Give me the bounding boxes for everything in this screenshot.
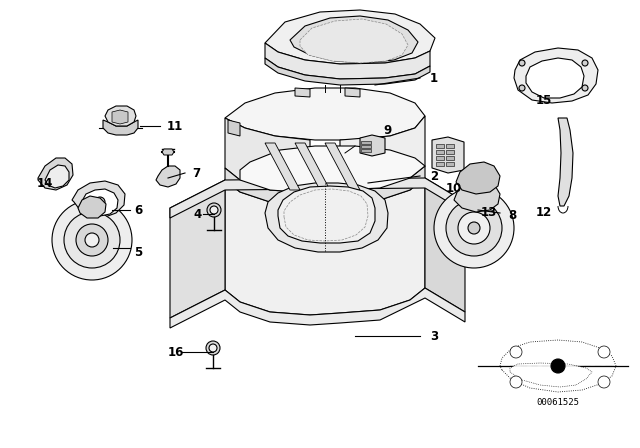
Polygon shape [225,166,425,205]
Text: 00061525: 00061525 [536,397,579,406]
Circle shape [519,85,525,91]
Polygon shape [284,189,368,241]
Circle shape [582,60,588,66]
Polygon shape [112,110,128,124]
Polygon shape [456,162,500,194]
Bar [361,145,371,148]
Circle shape [209,344,217,352]
Bar [436,156,444,160]
Polygon shape [240,146,425,193]
Polygon shape [558,118,573,206]
Text: 6: 6 [134,203,142,216]
Text: 10: 10 [446,181,462,194]
Circle shape [64,212,120,268]
Text: 9: 9 [383,124,391,137]
Polygon shape [265,58,430,85]
Polygon shape [510,363,592,387]
Polygon shape [225,178,425,315]
Polygon shape [225,118,310,193]
Circle shape [510,376,522,388]
Polygon shape [78,196,106,218]
Text: 3: 3 [430,329,438,343]
Polygon shape [103,120,138,135]
Polygon shape [45,165,69,188]
Polygon shape [526,58,584,98]
Polygon shape [300,19,408,63]
Polygon shape [228,120,240,136]
Polygon shape [265,143,300,190]
Polygon shape [340,116,425,190]
Polygon shape [325,143,360,190]
Circle shape [551,359,565,373]
Text: 5: 5 [134,246,142,258]
Polygon shape [500,340,616,392]
Text: 8: 8 [508,208,516,221]
Polygon shape [265,183,388,252]
Circle shape [207,203,221,217]
Text: 13: 13 [481,206,497,219]
Bar [436,162,444,166]
Polygon shape [105,106,136,126]
Circle shape [434,188,514,268]
Polygon shape [432,137,464,173]
Bar [446,156,454,160]
Circle shape [95,197,105,207]
Circle shape [76,224,108,256]
Bar [436,150,444,154]
Text: 2: 2 [430,169,438,182]
Circle shape [446,200,502,256]
Polygon shape [225,88,425,140]
Text: 15: 15 [536,94,552,107]
Polygon shape [514,48,598,103]
Text: 11: 11 [167,120,183,133]
Polygon shape [295,143,330,190]
Circle shape [85,233,99,247]
Polygon shape [265,10,435,64]
Polygon shape [295,88,310,97]
Polygon shape [156,166,180,187]
Polygon shape [170,288,465,328]
Circle shape [598,346,610,358]
Circle shape [468,222,480,234]
Bar [361,141,371,144]
Polygon shape [162,149,174,155]
Bar [361,149,371,152]
Text: 16: 16 [168,345,184,358]
Polygon shape [278,186,375,243]
Polygon shape [170,180,225,318]
Bar [436,144,444,148]
Circle shape [598,376,610,388]
Polygon shape [170,178,465,218]
Circle shape [519,60,525,66]
Circle shape [206,341,220,355]
Circle shape [210,206,218,214]
Polygon shape [290,16,418,63]
Polygon shape [454,180,500,212]
Bar [446,144,454,148]
Polygon shape [38,158,73,190]
Bar [446,162,454,166]
Text: 12: 12 [536,206,552,219]
Text: 14: 14 [37,177,53,190]
Circle shape [458,212,490,244]
Circle shape [582,85,588,91]
Circle shape [510,346,522,358]
Bar [446,150,454,154]
Polygon shape [345,88,360,97]
Polygon shape [81,189,118,216]
Text: 1: 1 [430,72,438,85]
Polygon shape [425,178,465,312]
Circle shape [52,200,132,280]
Polygon shape [360,135,385,156]
Text: 7: 7 [192,167,200,180]
Polygon shape [265,43,430,79]
Text: 4: 4 [193,207,201,220]
Polygon shape [72,181,125,217]
